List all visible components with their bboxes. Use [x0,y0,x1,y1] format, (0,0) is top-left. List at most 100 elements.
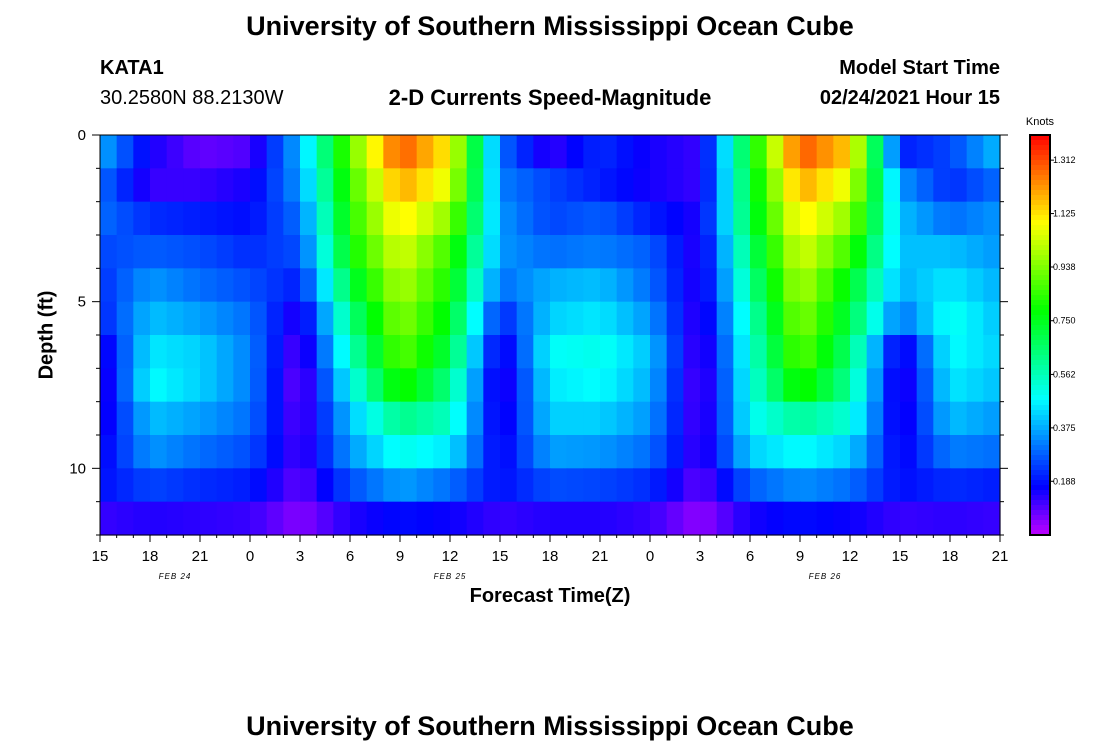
heatmap-cell [416,435,434,469]
colorbar-segment [1030,385,1050,391]
colorbar-segment [1030,495,1050,501]
heatmap-cell [416,301,434,336]
heatmap-cell [383,401,401,436]
heatmap-cell [633,335,651,369]
heatmap-cell [533,468,551,503]
heatmap-cell [650,368,668,403]
heatmap-cell [950,135,968,169]
heatmap-cell [633,168,651,203]
colorbar-segment [1030,330,1050,336]
heatmap-cell [100,401,118,436]
heatmap-cell [450,135,468,169]
heatmap-cell [683,401,701,436]
heatmap-cell [116,268,134,303]
heatmap-cell [733,301,751,336]
heatmap-cell [450,335,468,369]
heatmap-cell [516,301,534,336]
colorbar-segment [1030,410,1050,416]
heatmap-cell [750,401,768,436]
heatmap-cell [133,401,151,436]
heatmap-cell [150,468,168,503]
heatmap-cell [483,468,501,503]
heatmap-cell [633,435,651,469]
heatmap-cell [600,201,618,236]
heatmap-cell [700,335,718,369]
heatmap-cell [683,201,701,236]
heatmap-cell [950,368,968,403]
heatmap-cell [483,368,501,403]
heatmap-cell [583,401,601,436]
heatmap-cell [400,501,418,536]
heatmap-cell [100,235,118,269]
heatmap-cell [883,135,901,169]
heatmap-cell [566,368,584,403]
colorbar-tick-label: 1.125 [1053,209,1076,219]
heatmap-cell [550,301,568,336]
heatmap-cell [383,235,401,269]
heatmap-cell [516,335,534,369]
colorbar-segment [1030,155,1050,161]
heatmap-cell [233,335,251,369]
heatmap-cell [150,201,168,236]
heatmap-cell [433,468,451,503]
heatmap-cell [366,368,384,403]
heatmap-cell [683,501,701,536]
heatmap-cell [200,335,218,369]
heatmap-cell [633,235,651,269]
colorbar-segment [1030,175,1050,181]
heatmap-cell [250,301,268,336]
heatmap-cell [733,401,751,436]
heatmap-cell [916,401,934,436]
heatmap-cell [616,135,634,169]
colorbar-segment [1030,225,1050,231]
heatmap-cell [516,201,534,236]
colorbar-segment [1030,420,1050,426]
heatmap-cell [816,335,834,369]
heatmap-cell [916,268,934,303]
heatmap-cell [400,401,418,436]
heatmap-cell [933,301,951,336]
heatmap-cell [733,435,751,469]
heatmap-cell [766,501,784,536]
heatmap-cell [316,501,334,536]
heatmap-cell [333,501,351,536]
heatmap-cell [466,501,484,536]
colorbar-segment [1030,425,1050,431]
heatmap-cell [250,135,268,169]
heatmap-cell [166,268,184,303]
heatmap-cell [733,501,751,536]
heatmap-cell [766,401,784,436]
x-tick-label: 21 [192,548,209,565]
heatmap-cell [700,401,718,436]
x-tick-label: 3 [296,548,304,565]
heatmap-cell [750,135,768,169]
colorbar-segment [1030,310,1050,316]
colorbar-segment [1030,475,1050,481]
heatmap-cell [333,468,351,503]
heatmap-cell [450,501,468,536]
heatmap-cell [766,135,784,169]
heatmap-cell [750,301,768,336]
heatmap-cell [216,401,234,436]
heatmap-cell [466,268,484,303]
heatmap-cell [583,435,601,469]
heatmap-cell [300,335,318,369]
colorbar-segment [1030,455,1050,461]
heatmap-cell [466,301,484,336]
colorbar-segment [1030,505,1050,511]
heatmap-cell [833,401,851,436]
heatmap-cell [183,168,201,203]
heatmap-cell [966,301,984,336]
heatmap-cell [833,468,851,503]
heatmap-cell [916,501,934,536]
heatmap-cell [566,201,584,236]
heatmap-cell [466,135,484,169]
y-tick-label: 0 [78,127,86,144]
heatmap-cell [200,301,218,336]
colorbar-segment [1030,450,1050,456]
heatmap-cell [200,201,218,236]
heatmap-cell [233,135,251,169]
heatmap-cell [183,468,201,503]
heatmap-cell [200,368,218,403]
colorbar-segment [1030,435,1050,441]
